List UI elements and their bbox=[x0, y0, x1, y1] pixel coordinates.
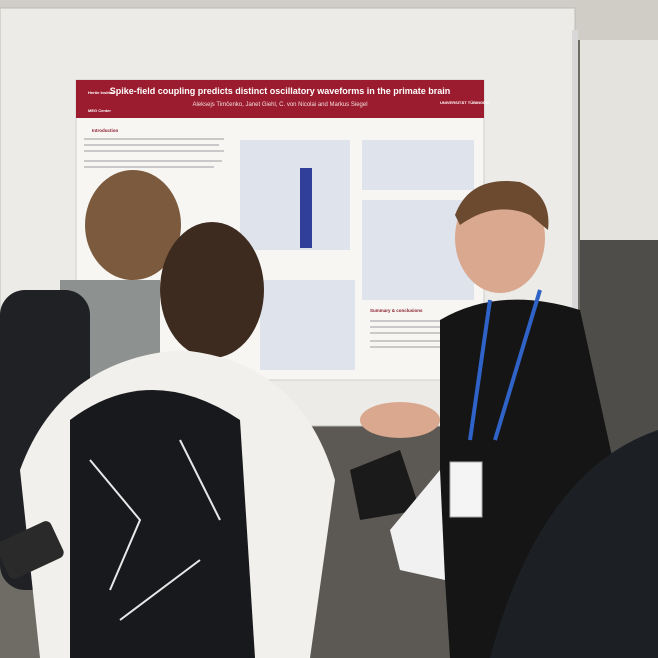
poster-header bbox=[76, 80, 484, 118]
section-heading: Introduction bbox=[92, 128, 118, 133]
poster-figures bbox=[240, 140, 474, 370]
board-pole bbox=[572, 30, 578, 430]
side-wall bbox=[580, 40, 658, 260]
poster-authors: Aleksejs Timčenko, Janet Giehl, C. von N… bbox=[192, 102, 367, 108]
poster-heatmap bbox=[300, 168, 312, 248]
person-foreground bbox=[490, 430, 658, 658]
poster-text-lines bbox=[84, 138, 474, 348]
section-heading: Summary & conclusions bbox=[370, 308, 423, 313]
phone bbox=[0, 521, 64, 579]
logo: Hertie Institut bbox=[88, 90, 114, 95]
logo: MEG Center bbox=[88, 108, 111, 113]
person-center bbox=[20, 222, 335, 658]
poster-title: Spike-field coupling predicts distinct o… bbox=[110, 86, 451, 96]
logo: UNIVERSITÄT TÜBINGEN bbox=[440, 100, 489, 105]
